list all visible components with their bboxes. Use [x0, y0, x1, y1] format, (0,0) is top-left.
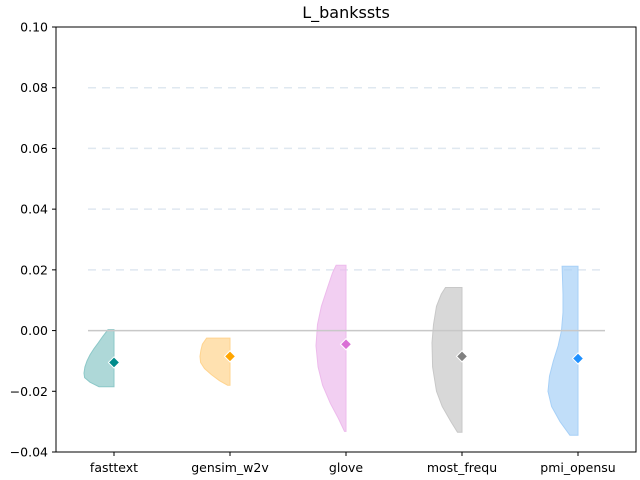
x-tick-label: most_frequ	[427, 460, 497, 475]
y-tick-label: 0.10	[20, 20, 48, 35]
y-tick-label: 0.04	[20, 202, 48, 217]
median-marker-fasttext	[107, 356, 121, 369]
y-tick-label: 0.06	[20, 141, 48, 156]
y-tick-label: 0.00	[20, 323, 48, 338]
violins	[83, 264, 579, 436]
y-axis: 0.10 0.08 0.06 0.04 0.02 0.00 −0.02 −0.04	[10, 20, 56, 460]
chart-title: L_bankssts	[302, 3, 390, 23]
x-tick-label: fasttext	[90, 460, 138, 475]
violin-gensim_w2v	[199, 337, 231, 386]
median-markers	[107, 338, 585, 369]
violin-pmi_opensu	[547, 265, 579, 436]
median-marker-glove	[339, 338, 353, 351]
y-tick-label: −0.04	[10, 445, 48, 460]
y-tick-label: 0.02	[20, 262, 48, 277]
median-marker-most_frequ	[455, 350, 469, 363]
x-tick-label: pmi_opensu	[540, 460, 615, 475]
violin-glove	[315, 264, 347, 432]
median-marker-pmi_opensu	[571, 352, 585, 365]
grid-lines	[88, 86, 605, 271]
x-tick-label: gensim_w2v	[191, 460, 269, 475]
x-axis: fasttext gensim_w2v glove most_frequ pmi_ope…	[90, 452, 616, 475]
violin-most_frequ	[431, 286, 463, 433]
median-marker-gensim_w2v	[223, 350, 237, 363]
violin-fasttext	[83, 329, 115, 388]
x-tick-label: glove	[329, 460, 363, 475]
y-tick-label: −0.02	[10, 384, 48, 399]
y-tick-label: 0.08	[20, 80, 48, 95]
